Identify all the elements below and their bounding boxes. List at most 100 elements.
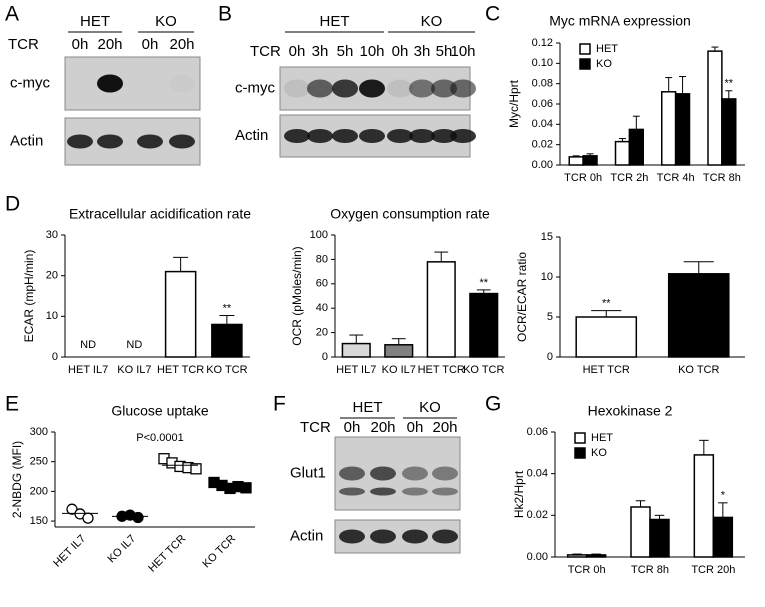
x-tick-label: KO TCR	[200, 533, 238, 571]
error-bar	[699, 439, 709, 455]
chart-title: Glucose uptake	[111, 403, 208, 419]
data-point	[82, 512, 94, 524]
legend-label: KO	[596, 58, 612, 70]
blot-band	[359, 129, 385, 143]
blot-time: 20h	[432, 419, 457, 436]
blot-group-label: KO	[155, 13, 177, 30]
blot-membrane	[64, 56, 201, 111]
y-tick-label: 0.08	[532, 78, 553, 90]
bar	[568, 156, 584, 166]
bar	[341, 342, 371, 358]
y-tick-label: 0.00	[532, 159, 553, 171]
error-bar	[679, 76, 687, 94]
chart-title: Oxygen consumption rate	[330, 206, 490, 222]
blot-band	[402, 466, 428, 481]
blot-group-label: HET	[80, 13, 110, 30]
y-tick-label: 300	[30, 426, 48, 438]
blot-band	[284, 79, 310, 98]
bar	[661, 91, 677, 166]
y-tick-label: 0	[547, 351, 553, 363]
error-bar	[591, 310, 622, 317]
blot-time: 0h	[72, 36, 89, 53]
y-tick-label: 40	[316, 302, 328, 314]
legend-swatch	[579, 43, 591, 55]
legend-label: HET	[591, 432, 613, 444]
error-bar	[434, 251, 449, 262]
blot-band	[370, 466, 396, 481]
blot-band	[387, 79, 413, 98]
x-tick-label: TCR 8h	[703, 172, 741, 184]
panel-letter: A	[5, 3, 19, 26]
panel-letter: C	[485, 3, 500, 26]
y-tick-label: 0.06	[532, 98, 553, 110]
annotation: **	[602, 298, 611, 310]
bar	[164, 270, 197, 358]
blot-time: 0h	[407, 419, 424, 436]
blot-time: 0h	[344, 419, 361, 436]
y-axis-label: 2-NBDG (MFI)	[10, 441, 24, 518]
blot-band-label: c-myc	[10, 74, 50, 91]
blot-time: 20h	[370, 419, 395, 436]
x-tick-label: HET TCR	[583, 364, 630, 376]
x-tick-label: HET TCR	[157, 364, 204, 376]
x-tick-label: KO TCR	[463, 364, 504, 376]
y-tick-label: 10	[541, 271, 553, 283]
bar	[469, 292, 499, 358]
blot-band	[169, 75, 195, 93]
blot-band	[332, 129, 358, 143]
bar	[384, 344, 414, 358]
error-bar	[665, 77, 673, 92]
data-point	[240, 482, 252, 494]
error-bar	[349, 334, 364, 344]
error-bar	[683, 261, 714, 274]
bar	[712, 516, 734, 558]
error-bar	[718, 502, 728, 518]
blot-band-label: Actin	[235, 127, 268, 144]
blot-band	[370, 529, 396, 544]
blot-time: 0h	[289, 43, 306, 60]
x-tick-label: HET IL7	[336, 364, 376, 376]
legend-label: HET	[596, 43, 618, 55]
blot-band	[284, 129, 310, 143]
x-tick-label: TCR 0h	[568, 564, 606, 576]
bar	[426, 261, 456, 358]
blot-group-label: HET	[353, 399, 383, 416]
x-tick-label: HET TCR	[146, 533, 188, 575]
y-tick-label: 30	[46, 229, 58, 241]
error-bar	[476, 289, 491, 294]
blot-group-label: KO	[419, 399, 441, 416]
panel-letter: E	[5, 393, 19, 416]
bar	[721, 98, 737, 166]
blot-time: 0h	[392, 43, 409, 60]
blot-row-label: TCR	[250, 43, 281, 60]
blot-band	[67, 134, 93, 149]
legend-swatch	[574, 447, 586, 459]
bar	[566, 554, 588, 558]
blot-time: 5h	[436, 43, 453, 60]
blot-band	[339, 529, 365, 544]
error-bar	[173, 256, 189, 272]
legend-swatch	[579, 58, 591, 70]
y-tick-label: 0.06	[527, 426, 548, 438]
y-tick-label: 0	[322, 351, 328, 363]
error-bar	[572, 553, 582, 555]
annotation: P<0.0001	[136, 432, 183, 444]
y-axis-label: ECAR (mpH/min)	[22, 250, 36, 343]
y-tick-label: 60	[316, 278, 328, 290]
blot-row-label: TCR	[8, 36, 39, 53]
error-bar	[586, 153, 594, 156]
annotation: ND	[126, 339, 142, 351]
y-tick-label: 5	[547, 311, 553, 323]
blot-band	[431, 129, 457, 143]
blot-time: 3h	[312, 43, 329, 60]
blot-group-label: HET	[320, 13, 350, 30]
y-tick-label: 0.00	[527, 551, 548, 563]
error-bar	[591, 553, 601, 555]
blot-time: 20h	[169, 36, 194, 53]
y-tick-label: 150	[30, 515, 48, 527]
panel-letter: F	[273, 393, 286, 416]
error-bar	[654, 514, 665, 520]
y-tick-label: 0.02	[527, 509, 548, 521]
annotation: ND	[80, 339, 96, 351]
bar	[628, 128, 644, 166]
